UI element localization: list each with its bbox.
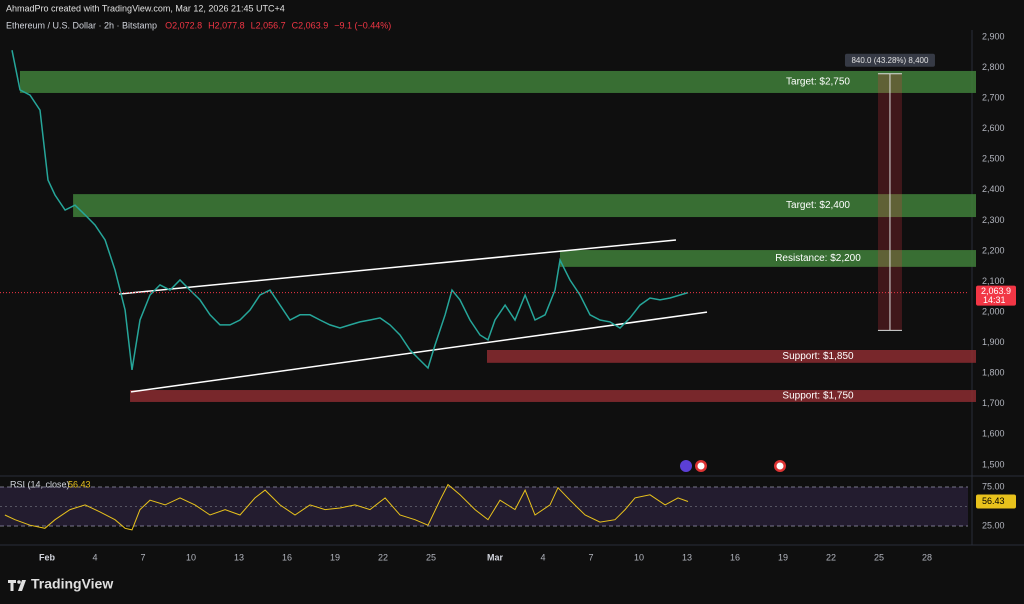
- x-tick-label: 7: [588, 552, 593, 562]
- trendline: [130, 311, 708, 393]
- x-tick-label: 16: [730, 552, 740, 562]
- brand-logo: [8, 580, 26, 591]
- ohlc-value: H2,077.8: [208, 20, 245, 30]
- y-tick-label: 75.00: [982, 481, 1005, 491]
- x-tick-label: 16: [282, 552, 292, 562]
- symbol: Ethereum / U.S. Dollar · 2h · Bitstamp: [6, 20, 157, 30]
- x-tick-label: 28: [922, 552, 932, 562]
- x-tick-label: 22: [378, 552, 388, 562]
- x-tick-label: 19: [330, 552, 340, 562]
- zone: [19, 70, 976, 93]
- x-tick-label: 10: [186, 552, 196, 562]
- x-tick-label: 13: [234, 552, 244, 562]
- measure-label: 840.0 (43.28%) 8,400: [851, 56, 928, 65]
- y-tick-label: 2,900: [982, 31, 1005, 41]
- trendline: [118, 239, 677, 295]
- x-tick-label: 7: [140, 552, 145, 562]
- y-tick-label: 2,800: [982, 62, 1005, 72]
- ohlc-value: −9.1 (−0.44%): [334, 20, 391, 30]
- x-tick-label: 22: [826, 552, 836, 562]
- x-tick-label: 4: [540, 552, 545, 562]
- event-icons: [680, 460, 786, 472]
- y-tick-label: 2,600: [982, 123, 1005, 133]
- zone-label: Target: $2,750: [786, 77, 850, 88]
- series-line: [11, 50, 689, 371]
- y-tick-label: 2,300: [982, 215, 1005, 225]
- x-tick-label: 25: [426, 552, 436, 562]
- rsi-tag-label: 56.43: [982, 496, 1005, 506]
- zone: [487, 349, 976, 363]
- zone-label: Target: $2,400: [786, 200, 850, 211]
- zone-label: Resistance: $2,200: [775, 253, 861, 264]
- measure-label-box: [844, 53, 935, 67]
- y-tick-label: 1,700: [982, 398, 1005, 408]
- ohlc: O2,072.8 H2,077.8 L2,056.7 C2,063.9 −9.1 (−0…: [165, 20, 391, 30]
- y-tick-label: 1,800: [982, 368, 1005, 378]
- zone-label: Support: $1,750: [782, 391, 854, 402]
- y-tick-label: 2,700: [982, 93, 1005, 103]
- y-tick-label: 25.00: [982, 520, 1005, 530]
- zone: [73, 194, 976, 218]
- ohlc-value: L2,056.7: [251, 20, 286, 30]
- rsi-value: 56.43: [68, 479, 91, 489]
- y-tick-label: 1,900: [982, 337, 1005, 347]
- rsi-title: RSI (14, close): [10, 479, 70, 489]
- y-tick-label: 2,200: [982, 245, 1005, 255]
- last-price-label: 2,063.9: [981, 286, 1011, 296]
- zone: [559, 250, 976, 267]
- ohlc-value: O2,072.8: [165, 20, 202, 30]
- y-tick-label: 1,500: [982, 459, 1005, 469]
- y-tick-label: 2,500: [982, 154, 1005, 164]
- ohlc-value: C2,063.9: [292, 20, 329, 30]
- x-tick-label: Feb: [39, 552, 56, 562]
- x-tick-label: 25: [874, 552, 884, 562]
- x-tick-label: 13: [682, 552, 692, 562]
- rsi-tag: [976, 494, 1016, 509]
- x-tick-label: 4: [92, 552, 97, 562]
- series-line: [4, 483, 689, 531]
- y-tick-label: 2,100: [982, 276, 1005, 286]
- last-price-tag: [976, 285, 1016, 306]
- bar-countdown: 14:31: [983, 295, 1006, 305]
- y-tick-label: 2,400: [982, 184, 1005, 194]
- zone-label: Support: $1,850: [782, 351, 854, 362]
- y-tick-label: 2,000: [982, 306, 1005, 316]
- y-tick-label: 1,600: [982, 429, 1005, 439]
- brand: TradingView: [31, 576, 113, 592]
- x-tick-label: Mar: [487, 552, 504, 562]
- zone: [130, 390, 977, 402]
- x-tick-label: 19: [778, 552, 788, 562]
- attribution: AhmadPro created with TradingView.com, M…: [6, 3, 285, 13]
- x-tick-label: 10: [634, 552, 644, 562]
